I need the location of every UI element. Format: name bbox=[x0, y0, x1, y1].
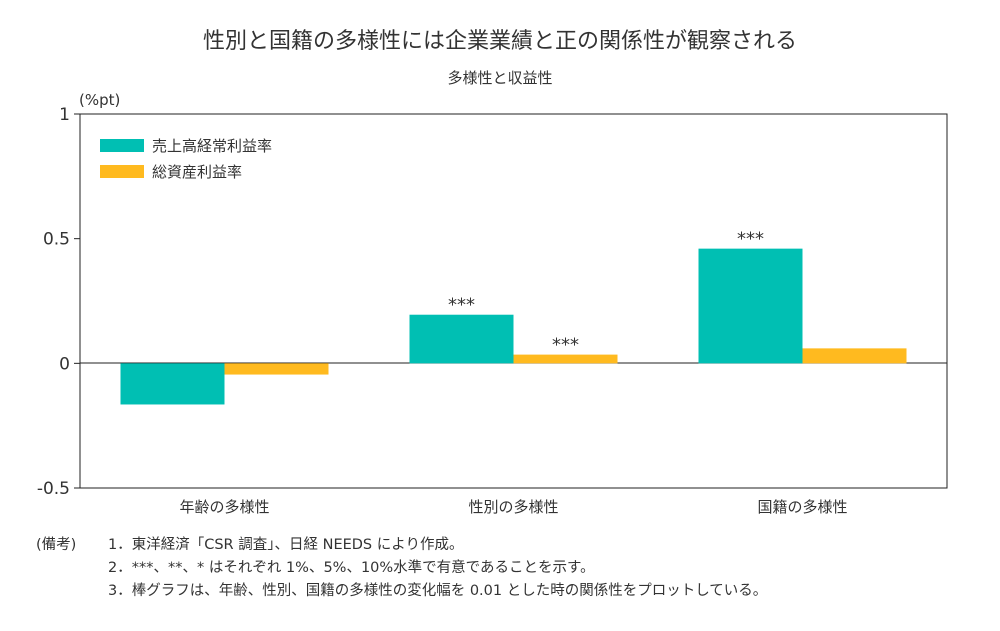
legend-label-roa: 総資産利益率 bbox=[152, 163, 242, 181]
note-line-2: 2．***、**、* はそれぞれ 1%、5%、10%水準で有意であることを示す。 bbox=[108, 558, 595, 576]
legend: 売上高経常利益率 総資産利益率 bbox=[100, 137, 272, 181]
notes-heading: (備考) bbox=[36, 536, 76, 553]
y-axis-unit-label: (%pt) bbox=[79, 91, 120, 109]
significance-labels: *** *** *** bbox=[448, 229, 764, 356]
bars bbox=[120, 248, 907, 405]
significance-label: *** bbox=[448, 295, 475, 316]
bar bbox=[802, 348, 907, 364]
significance-label: *** bbox=[552, 335, 579, 356]
bar bbox=[409, 314, 514, 364]
legend-swatch-sales-margin bbox=[100, 139, 144, 152]
bar bbox=[120, 363, 225, 405]
bar bbox=[698, 248, 803, 364]
category-label: 性別の多様性 bbox=[468, 498, 558, 516]
y-axis-ticks: 1 0.5 0 -0.5 bbox=[37, 105, 80, 499]
y-tick-label: 1 bbox=[59, 105, 70, 125]
y-tick-label: 0.5 bbox=[43, 230, 70, 250]
plot-frame bbox=[79, 113, 948, 489]
legend-swatch-roa bbox=[100, 165, 144, 178]
category-label: 年齢の多様性 bbox=[179, 498, 269, 516]
chart-subtitle: 多様性と収益性 bbox=[447, 69, 552, 87]
y-tick-label: 0 bbox=[59, 354, 70, 374]
legend-label-sales-margin: 売上高経常利益率 bbox=[152, 137, 272, 155]
note-line-1: 1．東洋経済「CSR 調査」、日経 NEEDS により作成。 bbox=[108, 536, 463, 553]
y-tick-label: -0.5 bbox=[37, 479, 70, 499]
category-label: 国籍の多様性 bbox=[757, 498, 847, 516]
category-labels: 年齢の多様性 性別の多様性 国籍の多様性 bbox=[179, 498, 847, 516]
bar bbox=[224, 363, 329, 375]
notes: (備考) 1．東洋経済「CSR 調査」、日経 NEEDS により作成。 2．**… bbox=[36, 536, 767, 599]
chart-title: 性別と国籍の多様性には企業業績と正の関係性が観察される bbox=[203, 29, 797, 54]
significance-label: *** bbox=[737, 229, 764, 250]
bar bbox=[513, 354, 618, 364]
note-line-3: 3．棒グラフは、年齢、性別、国籍の多様性の変化幅を 0.01 とした時の関係性を… bbox=[108, 582, 767, 599]
